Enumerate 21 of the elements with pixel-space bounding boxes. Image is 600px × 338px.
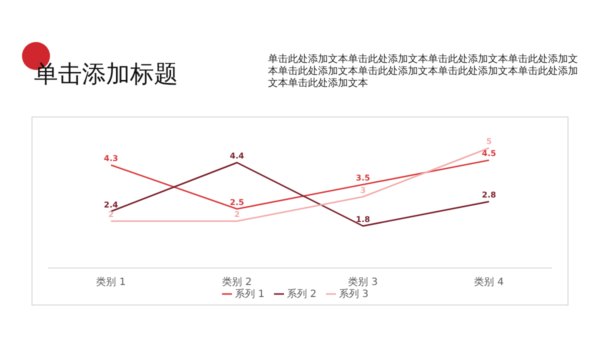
data-label: 1.8 (356, 215, 371, 224)
chart-title: 单击添加标题 (34, 60, 178, 88)
x-tick-label: 类别 4 (474, 276, 504, 288)
data-label: 3 (360, 186, 366, 195)
x-tick-label: 类别 3 (348, 276, 378, 288)
data-label: 2 (234, 210, 240, 220)
data-label: 5 (486, 137, 492, 146)
x-tick-label: 类别 1 (96, 276, 126, 288)
x-tick-label: 类别 2 (222, 276, 252, 288)
data-label: 2.4 (104, 200, 119, 210)
data-label: 2 (108, 210, 114, 220)
data-label: 4.3 (104, 154, 118, 164)
legend-label: 系列 2 (287, 288, 317, 300)
data-label: 2.5 (230, 198, 245, 207)
data-label: 4.4 (230, 152, 245, 161)
legend-label: 系列 3 (339, 288, 369, 300)
legend-label: 系列 1 (235, 288, 265, 300)
chart-subtitle: 单击此处添加文本单击此处添加文本单击此处添加文本单击此处添加文本单击此处添加文本单击此处添加文本单击此处添加文本单击此处添加文本单击此处添加文本 (268, 54, 578, 90)
data-label: 3.5 (356, 174, 371, 183)
data-label: 2.8 (482, 190, 497, 200)
data-label: 4.5 (482, 149, 497, 158)
